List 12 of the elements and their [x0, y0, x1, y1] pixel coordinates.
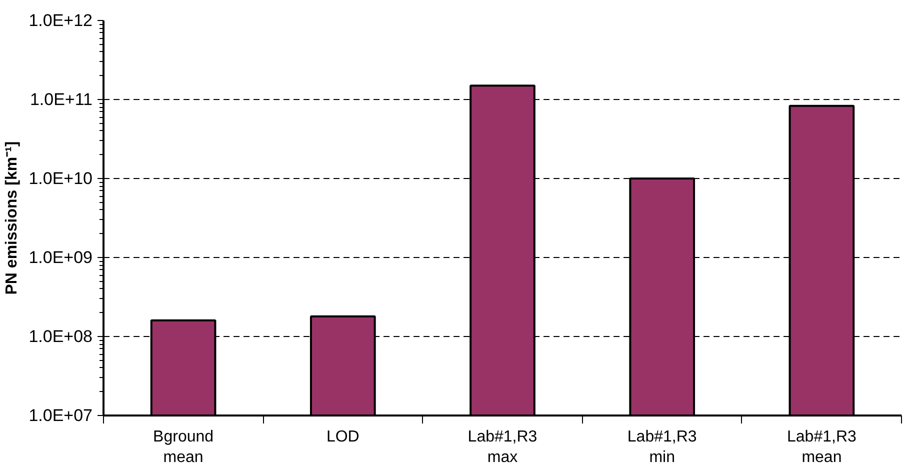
x-tick-label: Bground mean: [153, 428, 214, 466]
y-tick-label: 1.0E+08: [28, 327, 93, 346]
y-tick-label: 1.0E+09: [28, 248, 93, 267]
y-tick-label: 1.0E+07: [28, 406, 93, 425]
x-tick-label: LOD: [326, 428, 360, 446]
y-tick-label: 1.0E+12: [28, 11, 93, 30]
x-tick-label: Lab#1,R3 min: [627, 428, 697, 466]
y-tick-label: 1.0E+10: [28, 169, 93, 188]
x-tick-label: Lab#1,R3 max: [468, 428, 538, 466]
x-tick-label: Lab#1,R3 mean: [787, 428, 856, 466]
y-axis-title: PN emissions [km⁻¹]: [4, 141, 21, 295]
y-tick-label: 1.0E+11: [30, 90, 92, 109]
